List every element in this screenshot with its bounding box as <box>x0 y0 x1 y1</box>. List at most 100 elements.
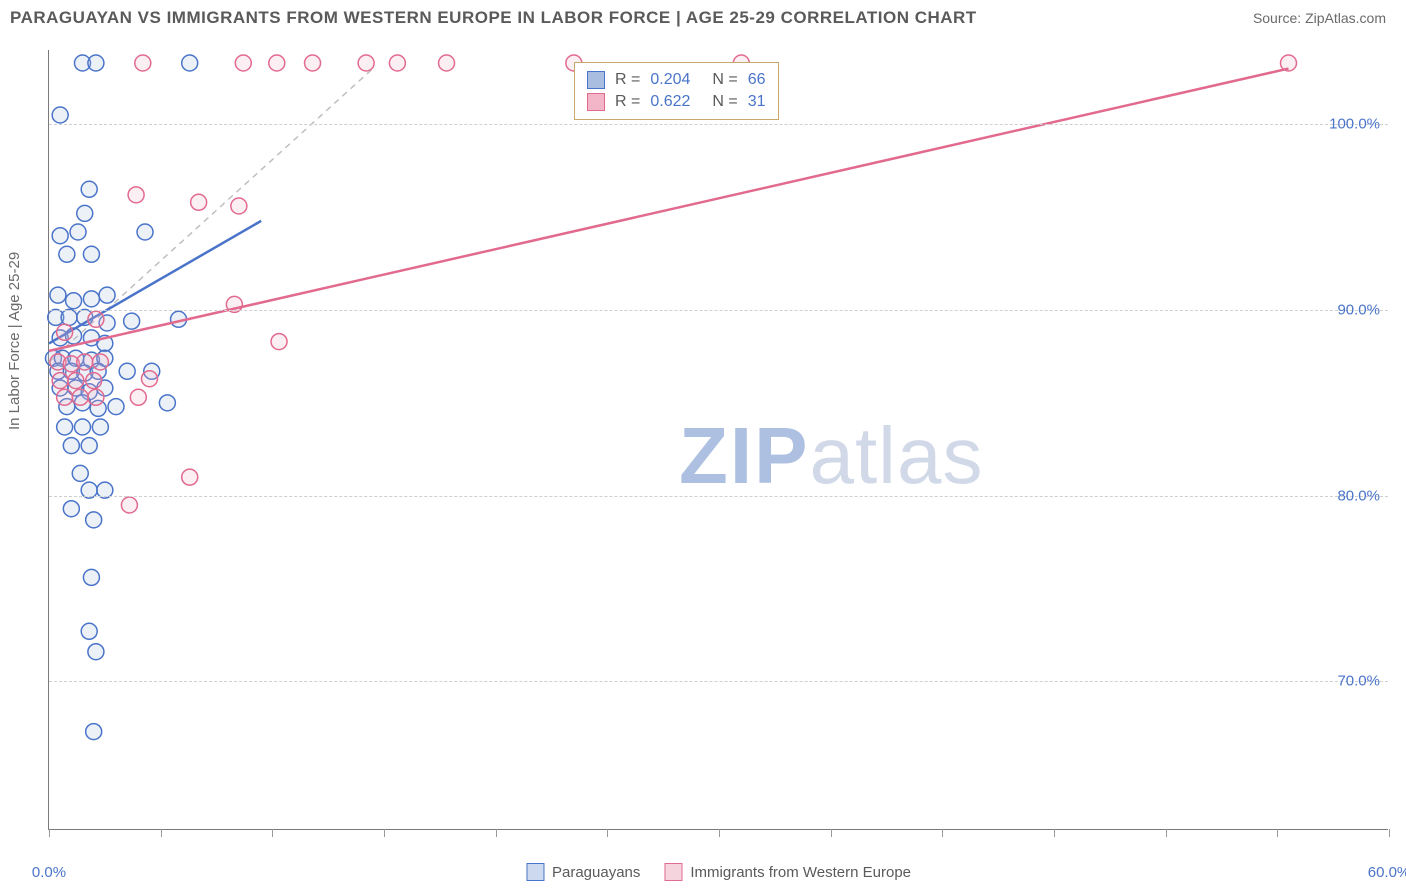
data-point <box>83 569 99 585</box>
x-tick <box>384 829 385 837</box>
data-point <box>72 465 88 481</box>
data-point <box>81 623 97 639</box>
series-swatch <box>587 71 605 89</box>
data-point <box>66 293 82 309</box>
data-point <box>88 389 104 405</box>
data-point <box>83 246 99 262</box>
data-point <box>389 55 405 71</box>
legend-swatch <box>526 863 544 881</box>
stats-row: R = 0.204 N = 66 <box>587 69 766 91</box>
x-tick <box>161 829 162 837</box>
data-point <box>75 419 91 435</box>
stat-n-value: 66 <box>748 71 766 89</box>
data-point <box>88 311 104 327</box>
data-point <box>52 373 68 389</box>
data-point <box>57 419 73 435</box>
gridline <box>49 310 1388 311</box>
x-tick <box>1054 829 1055 837</box>
data-point <box>77 354 93 370</box>
stat-r-label: R = <box>615 93 640 111</box>
data-point <box>305 55 321 71</box>
data-point <box>88 55 104 71</box>
y-tick-label: 80.0% <box>1337 487 1380 504</box>
x-tick <box>49 829 50 837</box>
data-point <box>83 291 99 307</box>
legend-item: Paraguayans <box>526 863 640 881</box>
data-point <box>92 354 108 370</box>
legend-label: Immigrants from Western Europe <box>690 864 911 881</box>
data-point <box>72 389 88 405</box>
x-tick <box>1277 829 1278 837</box>
data-point <box>358 55 374 71</box>
data-point <box>81 438 97 454</box>
x-tick-label: 0.0% <box>32 864 66 881</box>
stat-n-value: 31 <box>748 93 766 111</box>
y-axis-title: In Labor Force | Age 25-29 <box>6 252 23 430</box>
x-tick <box>1166 829 1167 837</box>
data-point <box>159 395 175 411</box>
data-point <box>61 309 77 325</box>
data-point <box>63 501 79 517</box>
data-point <box>124 313 140 329</box>
series-swatch <box>587 93 605 111</box>
data-point <box>86 512 102 528</box>
data-point <box>57 389 73 405</box>
stat-n-label: N = <box>712 71 737 89</box>
data-point <box>57 324 73 340</box>
legend-label: Paraguayans <box>552 864 640 881</box>
data-point <box>137 224 153 240</box>
data-point <box>52 107 68 123</box>
data-point <box>59 246 75 262</box>
data-point <box>70 224 86 240</box>
data-point <box>92 419 108 435</box>
stat-r-value: 0.204 <box>650 71 690 89</box>
data-point <box>108 399 124 415</box>
data-point <box>269 55 285 71</box>
data-point <box>135 55 151 71</box>
x-tick <box>607 829 608 837</box>
data-point <box>121 497 137 513</box>
data-point <box>99 287 115 303</box>
data-point <box>88 644 104 660</box>
x-tick <box>496 829 497 837</box>
data-point <box>50 287 66 303</box>
data-point <box>130 389 146 405</box>
x-tick <box>272 829 273 837</box>
x-tick <box>1389 829 1390 837</box>
data-point <box>271 334 287 350</box>
y-tick-label: 100.0% <box>1329 116 1380 133</box>
stats-row: R = 0.622 N = 31 <box>587 91 766 113</box>
y-tick-label: 90.0% <box>1337 302 1380 319</box>
source-label: Source: ZipAtlas.com <box>1253 10 1386 26</box>
data-point <box>52 228 68 244</box>
y-tick-label: 70.0% <box>1337 673 1380 690</box>
data-point <box>81 181 97 197</box>
data-point <box>235 55 251 71</box>
legend-swatch <box>664 863 682 881</box>
stat-r-label: R = <box>615 71 640 89</box>
data-point <box>182 55 198 71</box>
x-tick <box>831 829 832 837</box>
gridline <box>49 124 1388 125</box>
data-point <box>439 55 455 71</box>
x-tick <box>942 829 943 837</box>
plot-area: ZIPatlas R =0.204N =66R =0.622N =31 Para… <box>48 50 1388 830</box>
data-point <box>63 438 79 454</box>
data-point <box>68 373 84 389</box>
stats-legend-box: R = 0.204 N = 66 R = 0.622 N = 31 <box>574 62 779 120</box>
gridline <box>49 496 1388 497</box>
data-point <box>86 373 102 389</box>
data-point <box>191 194 207 210</box>
stat-r-value: 0.622 <box>650 93 690 111</box>
x-tick <box>719 829 720 837</box>
gridline <box>49 681 1388 682</box>
data-point <box>231 198 247 214</box>
chart-container: In Labor Force | Age 25-29 ZIPatlas R =0… <box>0 40 1406 892</box>
data-point <box>77 205 93 221</box>
stat-n-label: N = <box>712 93 737 111</box>
x-tick-label: 60.0% <box>1368 864 1406 881</box>
bottom-legend: Paraguayans Immigrants from Western Europ… <box>526 863 911 881</box>
data-point <box>142 371 158 387</box>
data-point <box>86 724 102 740</box>
legend-item: Immigrants from Western Europe <box>664 863 911 881</box>
